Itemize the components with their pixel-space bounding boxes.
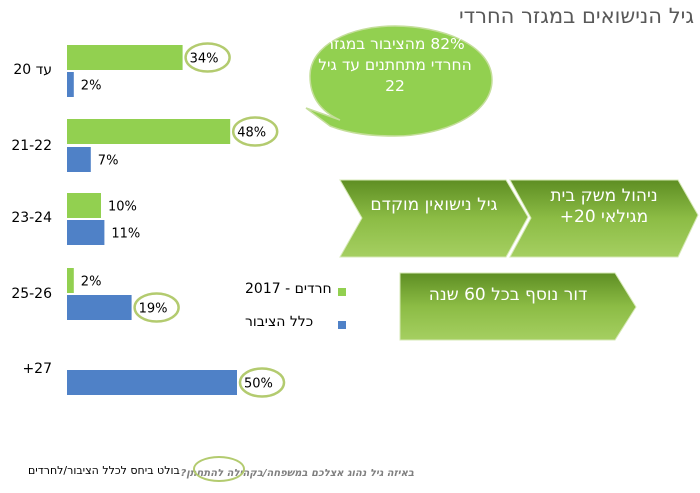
- bar-value-label: 19%: [139, 302, 168, 317]
- category-label: 25-26: [11, 286, 52, 302]
- footer-question: באיזה גיל נהוג אצלכם במשפחה/בקהילה להתחת…: [180, 468, 414, 479]
- bar-public-2: [67, 220, 105, 245]
- arrow-pentagon-bottom: [399, 272, 637, 341]
- bar-public-4: [67, 370, 237, 395]
- highlight-oval: [184, 42, 231, 73]
- page-title: גיל הנישואים במגזר החרדי: [458, 4, 694, 28]
- bar-public-0: [67, 72, 74, 97]
- bar-value-label: 2%: [81, 275, 102, 290]
- highlight-oval: [231, 116, 279, 147]
- footnote-oval-icon: [193, 456, 245, 482]
- bar-value-label: 10%: [108, 200, 137, 215]
- highlight-oval: [238, 367, 286, 398]
- arrow-text-household: ניהול משק בית מגילאי 20+: [550, 186, 658, 227]
- speech-bubble-text: 82% מהציבור במגזר החרדי מתחתנים עד גיל 2…: [318, 35, 472, 95]
- legend-swatch-public: [338, 321, 346, 329]
- bar-public-1: [67, 147, 91, 172]
- footnote-text: בולט ביחס לכלל הציבור/לחרדים: [28, 464, 180, 477]
- arrow-chevron-left: [339, 179, 529, 258]
- category-label: 23-24: [11, 210, 52, 226]
- category-label: +27: [22, 361, 52, 377]
- legend-label-haredim: חרדים - 2017: [245, 281, 332, 297]
- bar-haredim-0: [67, 45, 183, 70]
- legend-swatch-haredim: [338, 288, 346, 296]
- arrow-text-early-marriage: גיל נישואין מוקדם: [370, 195, 498, 215]
- speech-bubble: [305, 25, 493, 137]
- bar-haredim-1: [67, 119, 231, 144]
- bar-value-label: 11%: [111, 227, 140, 242]
- arrow-text-generation: דור נוסף בכל 60 שנה: [428, 285, 588, 305]
- arrow-chevron-right: [509, 179, 699, 258]
- bar-value-label: 50%: [244, 377, 273, 392]
- bar-value-label: 34%: [190, 52, 219, 67]
- bar-haredim-2: [67, 193, 101, 218]
- bar-public-3: [67, 295, 132, 320]
- category-label: 21-22: [11, 138, 52, 154]
- bar-haredim-3: [67, 268, 74, 293]
- category-label: עד 20: [13, 62, 52, 78]
- legend-label-public: כלל הציבור: [245, 314, 314, 330]
- highlight-oval: [133, 292, 180, 323]
- bar-value-label: 48%: [237, 126, 266, 141]
- bar-value-label: 2%: [81, 79, 102, 94]
- bar-value-label: 7%: [98, 154, 119, 169]
